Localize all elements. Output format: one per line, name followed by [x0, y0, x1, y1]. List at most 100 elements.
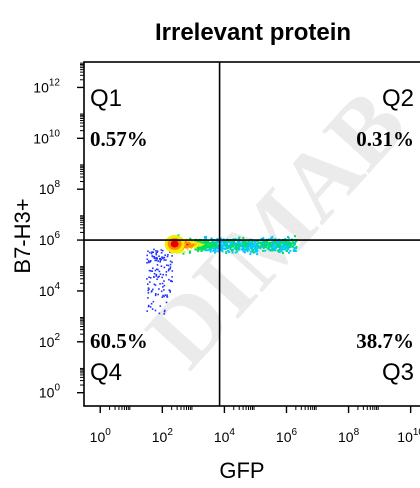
data-point — [235, 248, 238, 251]
data-point — [234, 251, 237, 254]
data-point — [254, 247, 257, 250]
data-point — [291, 242, 294, 245]
y-tick-label: 108 — [39, 179, 61, 197]
data-point — [158, 312, 161, 315]
data-point — [223, 239, 226, 242]
data-point — [186, 243, 189, 246]
data-point — [153, 257, 156, 259]
data-point — [274, 245, 277, 248]
data-point — [169, 268, 171, 270]
data-point — [156, 258, 158, 260]
data-point — [220, 249, 223, 252]
data-point — [152, 267, 154, 270]
data-point — [263, 242, 266, 245]
data-point — [158, 288, 160, 290]
data-point — [219, 248, 222, 251]
data-point — [171, 280, 173, 283]
data-point — [191, 241, 194, 244]
y-tick-label: 1012 — [33, 77, 60, 95]
data-point — [149, 277, 152, 279]
data-point — [146, 258, 149, 261]
data-point — [151, 251, 153, 253]
data-point — [204, 242, 207, 245]
data-point — [241, 239, 244, 242]
data-point — [163, 256, 166, 259]
data-point — [285, 242, 288, 245]
data-point — [197, 242, 199, 245]
data-point — [237, 243, 240, 246]
data-point — [189, 250, 191, 253]
data-point — [163, 259, 165, 261]
data-point — [276, 244, 279, 247]
data-point — [247, 247, 249, 249]
data-point — [156, 278, 158, 280]
data-point — [184, 245, 187, 248]
data-point — [167, 269, 170, 272]
data-point — [284, 247, 287, 250]
data-point — [270, 237, 272, 240]
data-point — [197, 250, 200, 253]
data-point — [286, 250, 288, 253]
data-point — [166, 296, 169, 298]
data-point — [169, 291, 171, 293]
data-point — [238, 241, 241, 244]
data-point — [229, 248, 232, 251]
data-point — [287, 236, 290, 239]
data-point — [286, 240, 289, 243]
data-point — [289, 249, 292, 252]
data-point — [186, 241, 189, 244]
x-tick-label: 102 — [152, 427, 174, 445]
data-point — [216, 237, 219, 240]
data-point — [231, 242, 233, 245]
data-point — [278, 245, 281, 248]
data-point — [212, 249, 215, 252]
data-point — [240, 248, 243, 251]
data-point — [184, 242, 186, 245]
data-point — [160, 265, 163, 267]
data-point — [294, 241, 297, 244]
data-point — [155, 253, 158, 256]
data-point — [214, 250, 217, 253]
data-point — [152, 251, 154, 253]
data-point — [163, 284, 166, 287]
data-point — [183, 245, 186, 248]
data-point — [264, 249, 267, 252]
data-point — [195, 246, 198, 249]
quadrant-gates — [84, 62, 420, 406]
data-point — [163, 295, 165, 298]
data-point — [254, 245, 257, 248]
data-point — [154, 309, 157, 312]
data-point — [159, 261, 161, 263]
x-tick-label: 106 — [276, 427, 298, 445]
y-tick-label: 102 — [39, 332, 61, 350]
data-point — [285, 246, 288, 249]
data-point — [214, 247, 217, 250]
data-point — [182, 252, 185, 255]
data-point — [271, 235, 274, 238]
data-point — [239, 245, 242, 248]
data-point — [148, 276, 150, 278]
data-point — [268, 245, 271, 248]
data-point — [163, 280, 165, 282]
data-point — [231, 251, 234, 254]
data-point — [194, 248, 197, 251]
data-point — [293, 249, 296, 252]
data-point — [160, 258, 163, 261]
data-point — [237, 237, 240, 240]
data-point — [171, 261, 173, 264]
data-point — [282, 245, 285, 248]
data-point — [214, 248, 217, 251]
x-tick-label: 104 — [214, 427, 236, 445]
data-point — [165, 271, 168, 273]
data-point — [269, 243, 272, 246]
data-point — [274, 247, 277, 250]
data-point — [150, 291, 153, 293]
data-point — [177, 251, 180, 254]
data-point — [214, 245, 217, 248]
data-point — [280, 246, 283, 249]
data-point — [212, 243, 215, 246]
data-point — [242, 248, 245, 251]
data-point — [184, 246, 187, 249]
